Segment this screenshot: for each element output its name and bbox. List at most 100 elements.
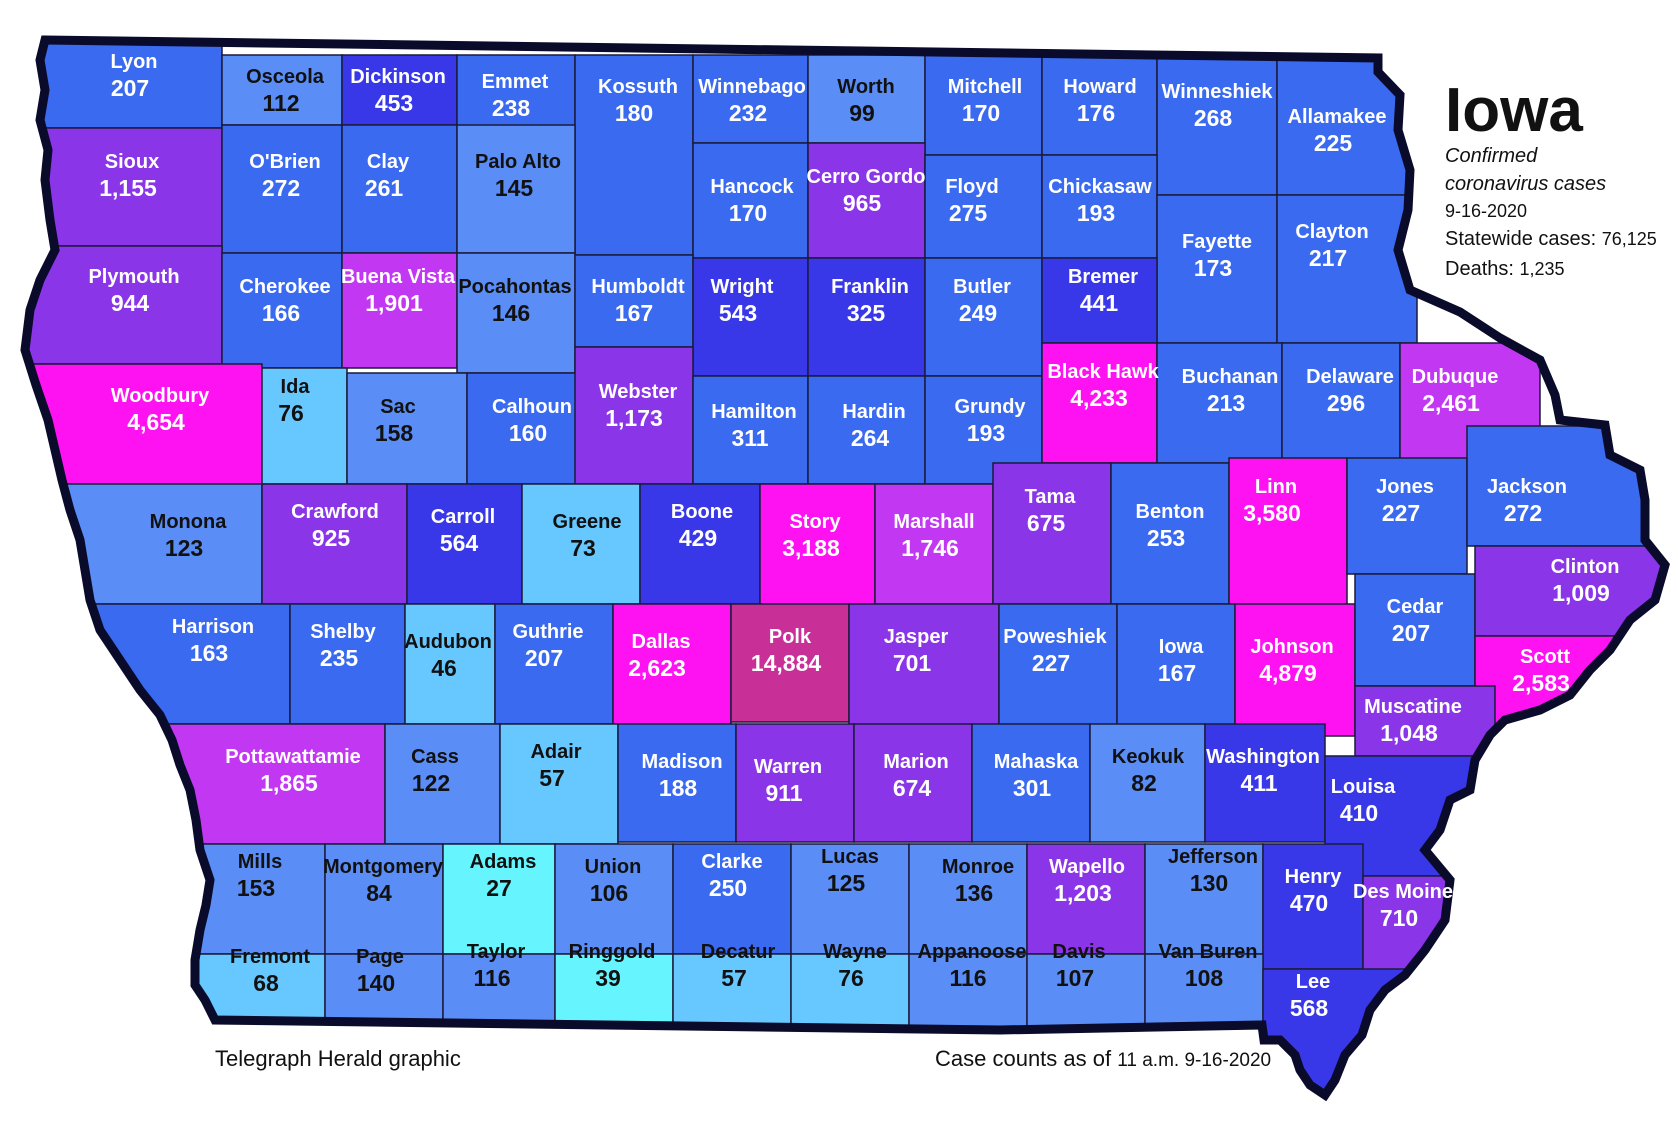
county-name-lucas: Lucas — [821, 846, 879, 868]
county-name-muscatine: Muscatine — [1364, 696, 1462, 718]
county-name-floyd: Floyd — [945, 176, 998, 198]
county-count-calhoun: 160 — [509, 420, 547, 446]
county-name-henry: Henry — [1285, 866, 1343, 888]
county-name-black-hawk: Black Hawk — [1047, 361, 1159, 383]
county-count-marshall: 1,746 — [901, 535, 959, 561]
county-count-madison: 188 — [659, 775, 698, 801]
county-name-cerro-gordo: Cerro Gordo — [807, 166, 926, 188]
county-butler — [924, 257, 1043, 377]
county-name-dubuque: Dubuque — [1412, 366, 1499, 388]
county-count-marion: 674 — [893, 775, 932, 801]
county-count-van-buren: 108 — [1185, 965, 1224, 991]
county-name-pocahontas: Pocahontas — [458, 276, 571, 298]
county-count-o-brien: 272 — [262, 175, 300, 201]
county-iowa — [1116, 603, 1236, 727]
county-buena-vista — [341, 252, 458, 369]
county-count-winneshiek: 268 — [1194, 105, 1233, 131]
county-name-clinton: Clinton — [1551, 556, 1620, 578]
county-count-kossuth: 180 — [615, 100, 653, 126]
county-name-jones: Jones — [1376, 476, 1434, 498]
county-sioux — [25, 127, 223, 247]
county-name-ida: Ida — [281, 376, 311, 398]
county-count-appanoose: 116 — [949, 965, 986, 991]
county-name-dallas: Dallas — [632, 631, 691, 653]
county-count-greene: 73 — [570, 535, 596, 561]
county-name-franklin: Franklin — [831, 276, 909, 298]
county-count-keokuk: 82 — [1131, 770, 1157, 796]
county-jasper — [848, 603, 1000, 727]
county-name-winneshiek: Winneshiek — [1162, 81, 1274, 103]
county-count-muscatine: 1,048 — [1380, 720, 1438, 746]
county-count-mahaska: 301 — [1013, 775, 1052, 801]
county-name-crawford: Crawford — [291, 501, 379, 523]
county-name-palo-alto: Palo Alto — [475, 151, 561, 173]
county-count-polk: 14,884 — [751, 650, 822, 676]
county-name-hancock: Hancock — [710, 176, 794, 198]
county-layer — [25, 40, 1665, 1095]
county-name-howard: Howard — [1063, 76, 1136, 98]
county-name-dickinson: Dickinson — [350, 66, 446, 88]
county-count-scott: 2,583 — [1512, 670, 1570, 696]
county-name-cass: Cass — [411, 746, 459, 768]
county-count-delaware: 296 — [1327, 390, 1365, 416]
county-name-fayette: Fayette — [1182, 231, 1252, 253]
county-count-clayton: 217 — [1309, 245, 1347, 271]
county-count-dickinson: 453 — [375, 90, 413, 116]
county-count-floyd: 275 — [949, 200, 988, 226]
county-count-boone: 429 — [679, 525, 717, 551]
county-name-mahaska: Mahaska — [994, 751, 1079, 773]
county-plymouth — [25, 245, 223, 365]
county-count-buchanan: 213 — [1207, 390, 1245, 416]
county-count-poweshiek: 227 — [1032, 650, 1070, 676]
county-name-lee: Lee — [1296, 971, 1330, 993]
county-count-benton: 253 — [1147, 525, 1185, 551]
county-count-woodbury: 4,654 — [127, 409, 185, 435]
county-count-clay: 261 — [365, 175, 404, 201]
county-name-ringgold: Ringgold — [569, 941, 656, 963]
county-dallas — [612, 603, 732, 725]
county-name-warren: Warren — [754, 756, 822, 778]
county-count-jasper: 701 — [893, 650, 932, 676]
county-count-lucas: 125 — [827, 870, 866, 896]
county-name-monroe: Monroe — [942, 856, 1014, 878]
county-count-johnson: 4,879 — [1259, 660, 1317, 686]
county-count-jackson: 272 — [1504, 500, 1542, 526]
county-count-howard: 176 — [1077, 100, 1115, 126]
county-name-story: Story — [789, 511, 841, 533]
county-name-monona: Monona — [150, 511, 228, 533]
county-name-shelby: Shelby — [310, 621, 376, 643]
county-count-mills: 153 — [237, 875, 275, 901]
county-crawford — [261, 483, 408, 605]
county-name-fremont: Fremont — [230, 946, 310, 968]
county-count-crawford: 925 — [312, 525, 351, 551]
statewide-value: 76,125 — [1601, 229, 1657, 249]
county-name-washington: Washington — [1206, 746, 1320, 768]
county-name-buena-vista: Buena Vista — [341, 266, 456, 288]
county-name-butler: Butler — [953, 276, 1011, 298]
statewide-cases: Statewide cases: 76,125 — [1445, 224, 1657, 254]
county-buchanan — [1156, 342, 1283, 464]
county-guthrie — [494, 603, 614, 725]
county-name-grundy: Grundy — [954, 396, 1026, 418]
county-name-sac: Sac — [380, 396, 416, 418]
county-emmet — [456, 54, 576, 131]
subtitle-line1: Confirmed — [1445, 145, 1538, 167]
county-name-winnebago: Winnebago — [698, 76, 806, 98]
map-date: 9-16-2020 — [1445, 201, 1528, 221]
county-name-jefferson: Jefferson — [1168, 846, 1258, 868]
county-count-ringgold: 39 — [595, 965, 621, 991]
county-count-cerro-gordo: 965 — [843, 190, 882, 216]
county-name-wayne: Wayne — [823, 941, 887, 963]
county-count-story: 3,188 — [782, 535, 840, 561]
county-count-hancock: 170 — [729, 200, 767, 226]
county-count-cherokee: 166 — [262, 300, 300, 326]
county-count-pocahontas: 146 — [492, 300, 530, 326]
county-count-humboldt: 167 — [615, 300, 653, 326]
county-name-wright: Wright — [711, 276, 774, 298]
county-name-worth: Worth — [837, 76, 894, 98]
county-clarke — [672, 843, 792, 955]
county-count-webster: 1,173 — [605, 405, 663, 431]
county-count-henry: 470 — [1290, 890, 1328, 916]
county-name-benton: Benton — [1136, 501, 1205, 523]
